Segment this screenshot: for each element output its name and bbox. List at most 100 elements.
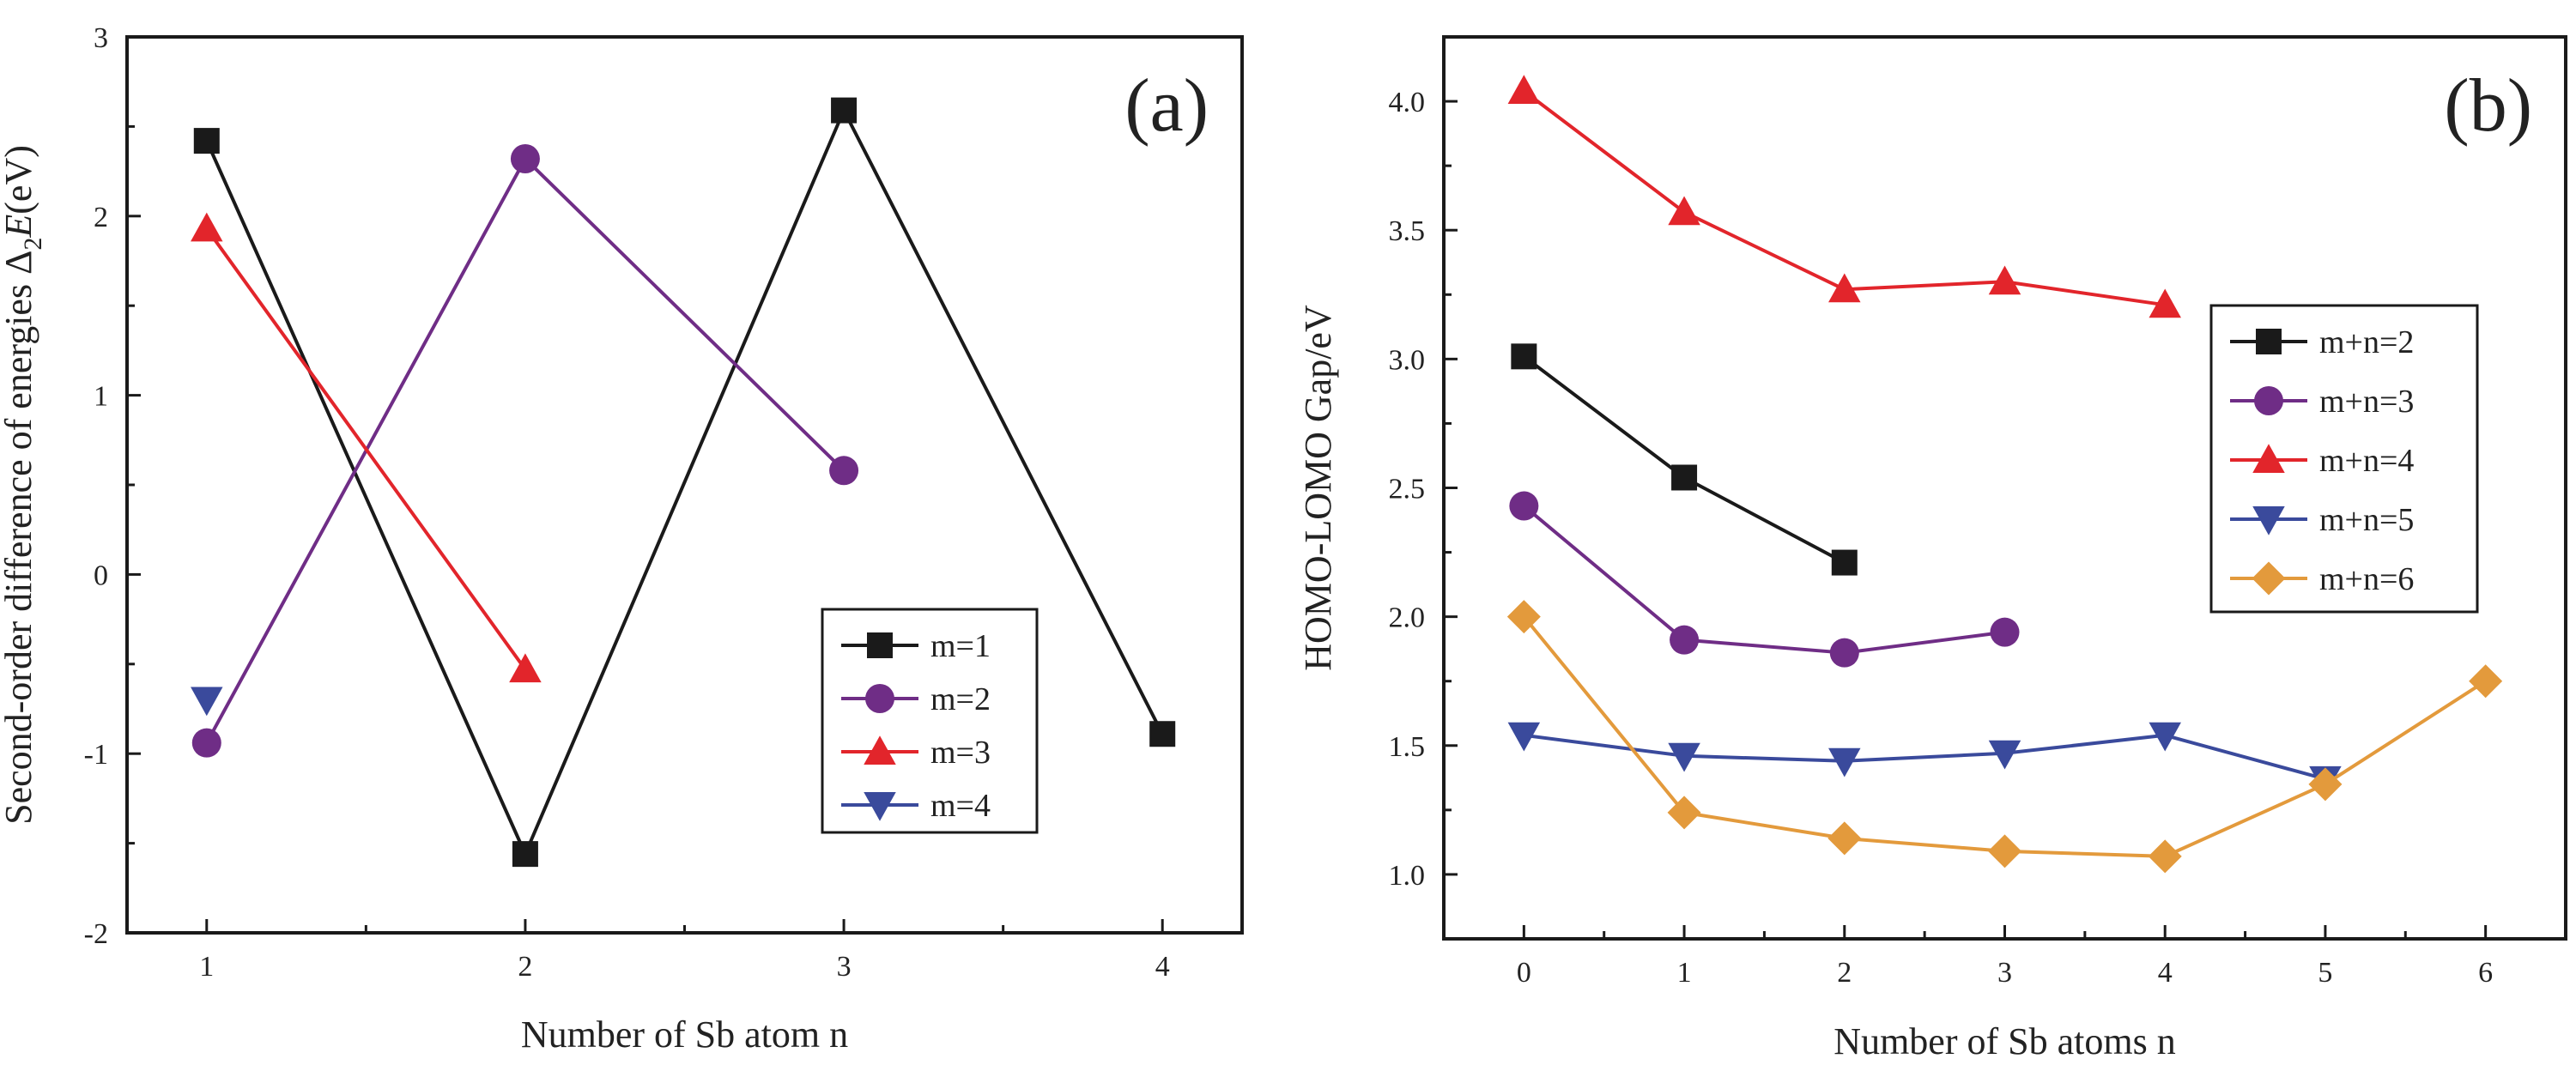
data-point xyxy=(1828,273,1861,303)
data-point xyxy=(191,728,221,758)
y-tick-label: -1 xyxy=(84,739,108,771)
legend-label: m=1 xyxy=(930,628,991,664)
data-point xyxy=(193,128,220,154)
x-tick-label: 6 xyxy=(2478,957,2493,989)
legend-marker xyxy=(2252,444,2285,473)
legend-label: m=4 xyxy=(930,788,991,824)
data-point xyxy=(1827,821,1862,856)
legend-box xyxy=(821,608,1039,834)
data-point xyxy=(829,456,859,486)
data-point xyxy=(2308,767,2343,802)
data-series xyxy=(191,143,859,758)
legend-marker xyxy=(2252,506,2285,535)
data-point xyxy=(2148,839,2182,874)
data-point xyxy=(1988,265,2021,295)
legend-marker xyxy=(867,632,893,658)
legend-label: m=2 xyxy=(930,681,991,717)
legend: m+n=2 m+n=3 m+n=4 m+n=5 m+n=6 xyxy=(2209,304,2479,614)
chart-panel: 1 2 3 4 -2 -1 0 1 2 3 Number of Sb atom n Second-or… xyxy=(0,22,1244,1056)
y-tick-label: -2 xyxy=(84,918,108,950)
data-point xyxy=(191,687,223,717)
x-tick-label: 2 xyxy=(1837,957,1852,989)
legend-label: m=3 xyxy=(930,735,991,771)
data-point xyxy=(191,212,223,242)
data-point xyxy=(509,653,542,683)
x-tick-label: 4 xyxy=(2158,957,2173,989)
legend-marker xyxy=(864,792,896,821)
data-point xyxy=(1828,747,1861,777)
series-line xyxy=(204,108,1164,856)
series-line xyxy=(1523,89,2166,307)
data-point xyxy=(2149,722,2181,752)
x-tick-label: 5 xyxy=(2318,957,2332,989)
series-line xyxy=(1522,615,2487,858)
x-tick-label: 1 xyxy=(199,951,214,983)
data-point xyxy=(1831,549,1858,576)
y-tick-label: 3.0 xyxy=(1389,344,1426,376)
x-tick-label: 4 xyxy=(1155,951,1170,983)
data-point xyxy=(1990,617,2020,647)
y-tick-label: 4.0 xyxy=(1389,87,1426,118)
data-point xyxy=(1511,343,1537,370)
x-tick-label: 0 xyxy=(1517,957,1531,989)
x-axis-title: Number of Sb atom n xyxy=(521,1013,848,1056)
data-point xyxy=(831,97,858,124)
panel-label: (b) xyxy=(2444,64,2532,148)
data-point xyxy=(2149,288,2181,318)
y-tick-label: 1 xyxy=(94,381,108,413)
legend-marker xyxy=(2252,561,2286,596)
y-axis-title: HOMO-LOMO Gap/eV xyxy=(1297,305,1339,671)
x-tick-label: 1 xyxy=(1677,957,1692,989)
legend-marker xyxy=(2254,386,2283,415)
data-point xyxy=(1668,742,1700,772)
series-line xyxy=(1523,354,1846,565)
legend-marker xyxy=(2256,329,2282,354)
legend-label: m+n=3 xyxy=(2319,384,2414,420)
data-series xyxy=(191,687,223,717)
y-tick-label: 1.0 xyxy=(1389,860,1426,892)
y-axis-title-subscript: 2 xyxy=(19,238,47,251)
data-point xyxy=(1988,740,2021,770)
data-series xyxy=(1509,491,2020,668)
data-point xyxy=(510,143,540,173)
legend-label: m+n=5 xyxy=(2319,502,2414,538)
data-series xyxy=(1506,600,2503,874)
data-point xyxy=(1829,638,1859,668)
series-line xyxy=(1524,733,2326,781)
y-tick-label: 0 xyxy=(94,560,108,591)
data-point xyxy=(1506,600,1541,634)
data-point xyxy=(1668,196,1700,226)
data-point xyxy=(2469,664,2503,699)
x-tick-label: 2 xyxy=(518,951,532,983)
data-point xyxy=(1149,721,1176,747)
y-tick-label: 2.0 xyxy=(1389,602,1426,634)
data-series xyxy=(1511,343,1858,576)
legend-label: m+n=2 xyxy=(2319,324,2414,360)
series-line xyxy=(1523,504,2005,655)
data-point xyxy=(1671,464,1698,491)
x-tick-label: 3 xyxy=(837,951,852,983)
panel-label: (a) xyxy=(1124,64,1209,148)
data-series xyxy=(191,212,542,683)
y-tick-label: 2.5 xyxy=(1389,474,1426,505)
data-point xyxy=(1507,75,1541,105)
y-tick-label: 1.5 xyxy=(1389,731,1426,763)
y-tick-label: 2 xyxy=(94,202,108,233)
legend-marker xyxy=(865,684,894,713)
y-tick-label: 3 xyxy=(94,22,108,54)
y-axis-title-unit: (eV) xyxy=(0,145,39,215)
x-axis-title: Number of Sb atoms n xyxy=(1834,1020,2175,1062)
data-point xyxy=(1670,625,1700,655)
data-point xyxy=(1509,491,1539,521)
data-point xyxy=(1667,796,1701,830)
y-axis-title-symbol: E xyxy=(0,215,39,239)
legend-label: m+n=4 xyxy=(2319,443,2414,479)
y-tick-label: 3.5 xyxy=(1389,215,1426,247)
series-line xyxy=(205,227,527,671)
data-point xyxy=(1988,834,2021,868)
legend: m=1 m=2 m=3 m=4 xyxy=(821,608,1039,834)
x-tick-label: 3 xyxy=(1997,957,2012,989)
chart-panel: 0 1 2 3 4 5 6 1.0 1.5 2.0 2.5 3.0 3.5 4.0 Number of Sb… xyxy=(1297,35,2567,1062)
data-point xyxy=(1507,722,1541,752)
